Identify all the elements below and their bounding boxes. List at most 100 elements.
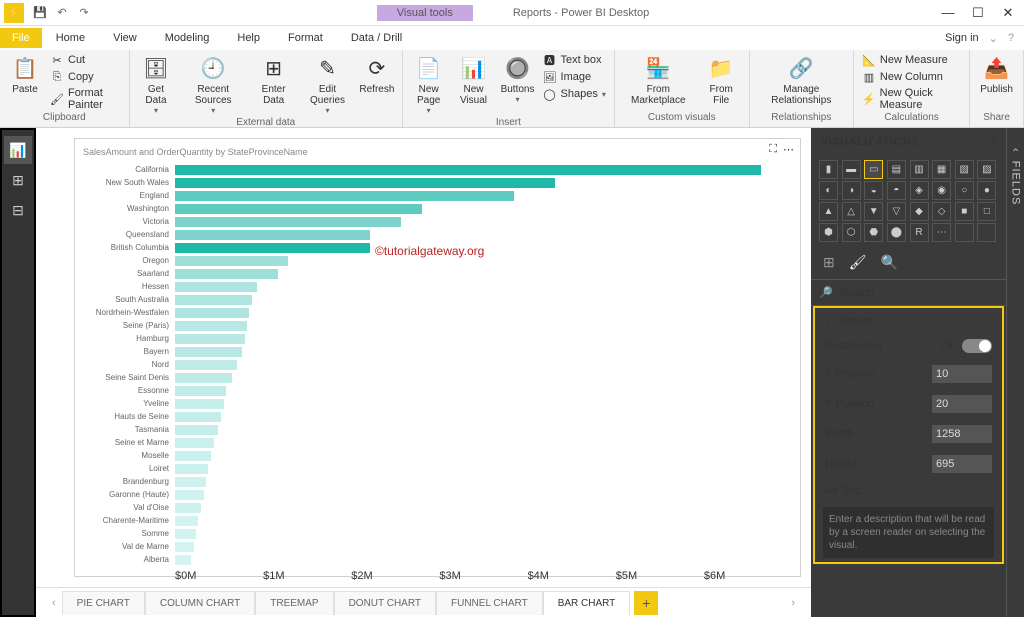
viz-type-icon[interactable]: R [910, 223, 929, 242]
report-canvas[interactable]: ⛶ ⋯ SalesAmount and OrderQuantity by Sta… [36, 128, 811, 587]
format-property-input[interactable] [932, 425, 992, 443]
bar-chart-visual[interactable]: ⛶ ⋯ SalesAmount and OrderQuantity by Sta… [74, 138, 801, 577]
collapse-icon[interactable]: › [992, 136, 996, 148]
add-page-button[interactable]: + [634, 591, 658, 615]
viz-type-icon[interactable]: ◆ [910, 202, 929, 221]
viz-type-icon[interactable]: ◒ [864, 181, 883, 200]
menu-tab-modeling[interactable]: Modeling [151, 28, 224, 48]
viz-type-icon[interactable]: ◉ [932, 181, 951, 200]
bar-fill[interactable] [175, 191, 514, 201]
from-marketplace-button[interactable]: 🏪From Marketplace [621, 52, 696, 108]
recent-sources-button[interactable]: 🕘Recent Sources [180, 52, 246, 117]
viz-type-icon[interactable]: ⬣ [864, 223, 883, 242]
viz-type-icon[interactable]: ▭ [864, 160, 883, 179]
bar-fill[interactable] [175, 360, 237, 370]
viz-type-icon[interactable]: ▨ [977, 160, 996, 179]
bar-fill[interactable] [175, 178, 555, 188]
get-data-button[interactable]: 🗄Get Data [136, 52, 177, 117]
new-page-button[interactable]: 📄New Page [409, 52, 449, 117]
bar-fill[interactable] [175, 477, 206, 487]
bar-fill[interactable] [175, 438, 214, 448]
bar-fill[interactable] [175, 451, 211, 461]
viz-type-icon[interactable]: ■ [955, 202, 974, 221]
menu-tab-datadrill[interactable]: Data / Drill [337, 28, 416, 48]
fields-panel-collapsed[interactable]: ‹ FIELDS [1006, 128, 1024, 617]
file-menu[interactable]: File [0, 28, 42, 48]
search-row[interactable]: 🔎 Search [811, 280, 1006, 306]
page-tab[interactable]: PIE CHART [62, 591, 145, 615]
bar-fill[interactable] [175, 295, 252, 305]
bar-fill[interactable] [175, 386, 226, 396]
visual-tools-tab[interactable]: Visual tools [377, 5, 473, 21]
bar-fill[interactable] [175, 399, 224, 409]
viz-type-icon[interactable]: ⋯ [932, 223, 951, 242]
viz-type-icon[interactable]: ▧ [955, 160, 974, 179]
viz-type-icon[interactable]: ◓ [887, 181, 906, 200]
general-header[interactable]: ⌄ General [815, 308, 1002, 333]
menu-tab-home[interactable]: Home [42, 28, 99, 48]
from-file-button[interactable]: 📁From File [700, 52, 743, 108]
bar-fill[interactable] [175, 308, 249, 318]
shapes-button[interactable]: ◯Shapes [541, 86, 608, 102]
data-view-icon[interactable]: ⊞ [4, 166, 32, 194]
manage-relationships-button[interactable]: 🔗Manage Relationships [756, 52, 847, 108]
bar-fill[interactable] [175, 373, 232, 383]
menu-tab-view[interactable]: View [99, 28, 151, 48]
model-view-icon[interactable]: ⊟ [4, 196, 32, 224]
viz-type-icon[interactable]: ⬡ [842, 223, 861, 242]
viz-type-icon[interactable]: □ [977, 202, 996, 221]
format-pane-icon[interactable]: 🖌 [849, 254, 867, 271]
bar-fill[interactable] [175, 204, 422, 214]
viz-type-icon[interactable]: ▦ [932, 160, 951, 179]
page-tab[interactable]: FUNNEL CHART [436, 591, 543, 615]
bar-fill[interactable] [175, 503, 201, 513]
bar-fill[interactable] [175, 269, 278, 279]
viz-type-icon[interactable]: ◑ [842, 181, 861, 200]
viz-type-icon[interactable]: ◇ [932, 202, 951, 221]
viz-type-icon[interactable]: ▽ [887, 202, 906, 221]
new-measure-button[interactable]: 📐New Measure [860, 52, 963, 68]
format-painter-button[interactable]: 🖌Format Painter [48, 86, 123, 112]
responsive-toggle[interactable] [962, 339, 992, 353]
menu-tab-help[interactable]: Help [223, 28, 274, 48]
close-button[interactable]: ✕ [994, 3, 1022, 23]
bar-fill[interactable] [175, 334, 245, 344]
enter-data-button[interactable]: ⊞Enter Data [250, 52, 297, 108]
refresh-button[interactable]: ⟳Refresh [358, 52, 396, 97]
viz-type-icon[interactable]: ▮ [819, 160, 838, 179]
bar-fill[interactable] [175, 165, 761, 175]
bar-fill[interactable] [175, 282, 257, 292]
bar-fill[interactable] [175, 230, 370, 240]
menu-tab-format[interactable]: Format [274, 28, 337, 48]
page-tab[interactable]: BAR CHART [543, 591, 631, 615]
new-column-button[interactable]: ▥New Column [860, 69, 963, 85]
help-icon[interactable]: ? [1008, 32, 1014, 44]
text-box-button[interactable]: 🅰Text box [541, 52, 608, 68]
viz-type-icon[interactable]: ▲ [819, 202, 838, 221]
sign-in-link[interactable]: Sign in [945, 32, 979, 44]
viz-type-icon[interactable]: ▬ [842, 160, 861, 179]
more-options-icon[interactable]: ⋯ [783, 143, 794, 156]
page-tab[interactable]: DONUT CHART [334, 591, 436, 615]
copy-button[interactable]: ⎘Copy [48, 69, 123, 85]
analytics-pane-icon[interactable]: 🔍 [881, 254, 898, 271]
viz-type-icon[interactable]: ● [977, 181, 996, 200]
report-view-icon[interactable]: 📊 [4, 136, 32, 164]
new-visual-button[interactable]: 📊New Visual [452, 52, 494, 108]
viz-type-icon[interactable]: ⬢ [819, 223, 838, 242]
bar-fill[interactable] [175, 542, 194, 552]
viz-type-icon[interactable]: ▼ [864, 202, 883, 221]
viz-type-icon[interactable]: ▤ [887, 160, 906, 179]
bar-fill[interactable] [175, 555, 191, 565]
page-next-icon[interactable]: › [785, 597, 801, 609]
bar-fill[interactable] [175, 516, 198, 526]
fields-pane-icon[interactable]: ⊞ [823, 254, 835, 271]
page-tab[interactable]: TREEMAP [255, 591, 333, 615]
bar-fill[interactable] [175, 412, 221, 422]
alt-text-input[interactable]: Enter a description that will be read by… [823, 507, 994, 558]
bar-fill[interactable] [175, 490, 204, 500]
viz-type-icon[interactable]: ◈ [910, 181, 929, 200]
viz-type-icon[interactable] [977, 223, 996, 242]
viz-type-icon[interactable]: △ [842, 202, 861, 221]
bar-fill[interactable] [175, 464, 208, 474]
